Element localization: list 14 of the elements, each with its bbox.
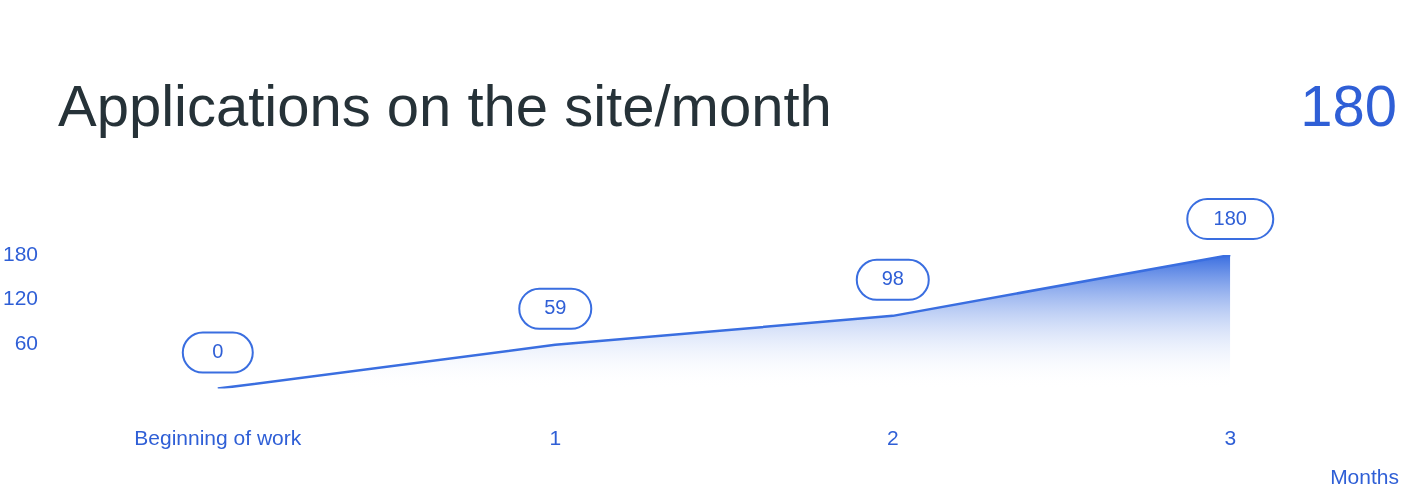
data-label: 0 — [212, 340, 224, 363]
y-tick-label: 120 — [2, 286, 39, 310]
y-tick-label: 180 — [2, 241, 39, 265]
y-tick-label: 60 — [14, 330, 39, 354]
data-label: 180 — [1213, 206, 1247, 229]
x-tick-label: Beginning of work — [134, 426, 302, 449]
x-tick-label: 3 — [1224, 426, 1237, 449]
x-tick-label: 2 — [886, 426, 899, 449]
text: 180 — [1300, 72, 1397, 139]
x-tick-label: 1 — [549, 426, 562, 449]
chart-title: Applications on the site/month — [58, 72, 832, 139]
x-axis-title: Months — [1330, 465, 1399, 489]
data-label: 98 — [881, 267, 904, 290]
data-label: 59 — [544, 296, 567, 319]
